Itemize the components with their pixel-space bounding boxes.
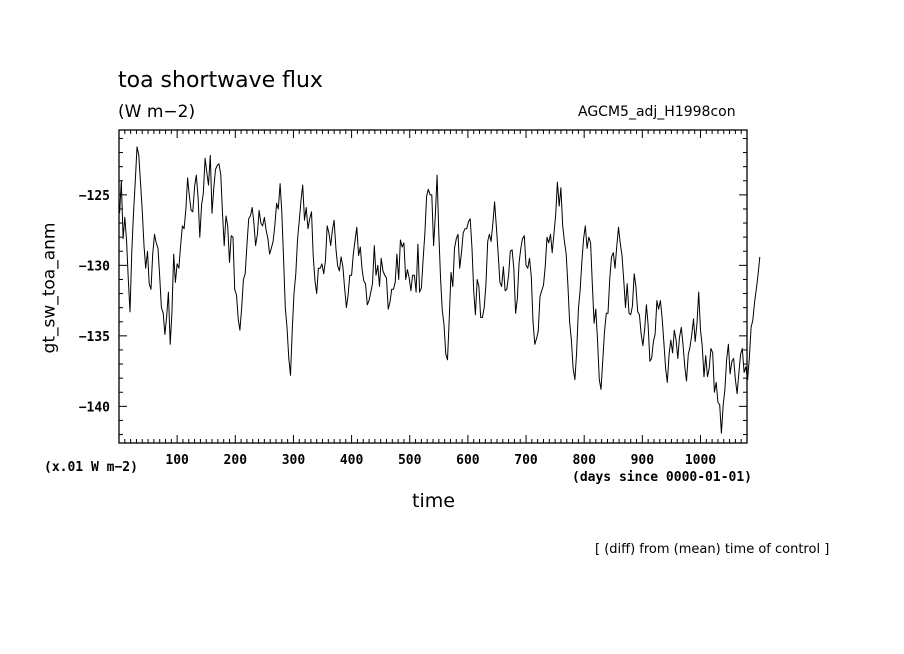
x-tick-label: 800	[572, 453, 596, 468]
scale-note: (x.01 W m−2)	[44, 460, 138, 475]
series-line	[119, 146, 761, 434]
x-tick-label: 600	[456, 453, 480, 468]
y-tick-label: −135	[79, 330, 110, 345]
x-axis-label: time	[412, 490, 455, 512]
run-name: AGCM5_adj_H1998con	[578, 104, 736, 120]
x-tick-label: 400	[340, 453, 364, 468]
chart-units: (W m−2)	[118, 102, 196, 122]
y-tick-label: −140	[79, 400, 110, 415]
x-axis: 100 200 300 400 500 600 700 800 900 1000	[124, 130, 742, 468]
chart-title: toa shortwave flux	[118, 68, 323, 93]
x-axis-units: (days since 0000-01-01)	[572, 470, 753, 485]
x-tick-label: 1000	[685, 453, 716, 468]
x-tick-label: 900	[631, 453, 655, 468]
y-axis: −125 −130 −135 −140	[79, 137, 747, 436]
plot-frame	[118, 129, 748, 444]
y-axis-label: gt_sw_toa_anm	[39, 222, 60, 354]
x-tick-label: 700	[514, 453, 538, 468]
x-tick-label: 300	[282, 453, 306, 468]
x-tick-label: 100	[165, 453, 189, 468]
y-tick-label: −130	[79, 259, 110, 274]
x-tick-label: 500	[398, 453, 422, 468]
x-tick-label: 200	[224, 453, 248, 468]
footnote: [ (diff) from (mean) time of control ]	[595, 542, 830, 557]
plot-line-group	[119, 146, 761, 434]
y-tick-label: −125	[79, 189, 110, 204]
